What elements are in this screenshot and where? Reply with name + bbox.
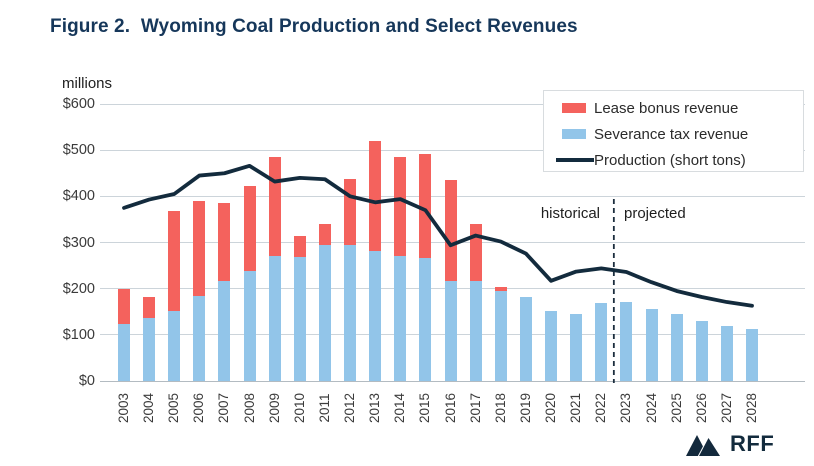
x-axis-tick-label-2011: 2011 [316,393,332,423]
bar-lease-bonus-2018 [494,287,507,291]
x-axis-tick-label-2015: 2015 [417,392,433,424]
x-axis-tick-label-2019: 2019 [517,392,533,424]
x-axis-tick-label-2024: 2024 [643,392,659,424]
annotation-projected: projected [624,205,686,222]
x-axis-tick-label-2007: 2007 [216,392,232,424]
bar-severance-2018 [494,290,507,381]
bar-severance-2020 [545,310,558,381]
x-axis-tick-label-2017: 2017 [467,392,483,424]
bar-severance-2004 [143,317,156,381]
bar-severance-2011 [318,245,331,381]
bar-lease-bonus-2008 [243,186,256,271]
bar-lease-bonus-2016 [444,180,457,282]
bar-severance-2013 [369,250,382,381]
bar-severance-2009 [268,256,281,381]
bar-lease-bonus-2010 [293,236,306,258]
legend-color-swatch [562,129,586,139]
bar-lease-bonus-2014 [394,157,407,257]
x-axis-tick-label-2021: 2021 [568,392,584,424]
bar-lease-bonus-2003 [118,288,130,325]
bar-severance-2008 [243,270,256,381]
x-axis-tick-label-2016: 2016 [442,392,458,424]
x-axis-tick-label-2014: 2014 [392,392,408,424]
figure-title: Figure 2. Wyoming Coal Production and Se… [50,16,578,37]
bar-lease-bonus-2009 [268,157,281,257]
x-axis-tick-label-2018: 2018 [492,392,508,424]
x-axis-tick-label-2027: 2027 [718,392,734,424]
x-axis-baseline [100,380,805,382]
gridline [100,103,805,105]
y-axis-tick-label: $600 [62,96,95,112]
x-axis-tick-label-2008: 2008 [241,392,257,424]
annotation-historical: historical [540,205,600,222]
legend-item-label: Severance tax revenue [594,125,749,143]
rff-logo: RFF [686,430,774,457]
x-axis-tick-label-2012: 2012 [342,392,358,424]
x-axis-tick-label-2005: 2005 [166,392,182,424]
bar-lease-bonus-2004 [143,296,156,318]
x-axis-tick-label-2003: 2003 [116,392,131,424]
x-axis-tick-label-2013: 2013 [367,392,383,424]
bar-severance-2003 [118,324,130,381]
legend-item: Production (short tons) [544,149,803,171]
bar-severance-2007 [218,281,231,381]
bar-severance-2015 [419,257,432,381]
legend-color-swatch [562,103,586,113]
x-axis-tick-label-2023: 2023 [618,392,634,424]
x-axis-tick-label-2022: 2022 [593,392,609,424]
bar-lease-bonus-2013 [369,140,382,251]
legend-item: Lease bonus revenue [544,97,803,119]
bar-severance-2005 [168,311,181,381]
bar-lease-bonus-2015 [419,153,432,258]
bar-severance-2010 [293,257,306,381]
bar-lease-bonus-2007 [218,203,231,282]
y-axis-tick-label: $100 [62,326,95,343]
gridline [100,149,805,151]
rff-logo-text: RFF [730,430,775,456]
x-axis-tick-label-2020: 2020 [543,392,559,424]
x-axis-tick-label-2004: 2004 [141,392,157,424]
x-axis-tick-label-2028: 2028 [744,392,759,424]
bar-severance-2017 [469,280,482,381]
bar-severance-2024 [645,309,658,381]
x-axis-tick-label-2025: 2025 [668,392,684,424]
bar-severance-2014 [394,256,407,381]
y-axis-tick-label: $0 [78,373,95,389]
chart-legend: Lease bonus revenue Severance tax revenue… [543,90,804,172]
bar-lease-bonus-2017 [469,224,482,281]
legend-item-label: Production (short tons) [594,151,746,169]
legend-item: Severance tax revenue [544,123,803,145]
y-axis-unit-label: millions [62,75,113,92]
bar-severance-2025 [670,314,683,381]
bar-severance-2028 [746,329,758,381]
legend-item-label: Lease bonus revenue [594,99,739,117]
y-axis-tick-label: $200 [62,280,95,297]
bar-lease-bonus-2011 [318,224,331,246]
bar-severance-2012 [344,245,357,381]
bar-severance-2016 [444,281,457,381]
x-axis-tick-label-2009: 2009 [266,392,282,424]
bar-severance-2027 [720,325,733,381]
x-axis-tick-label-2006: 2006 [191,392,207,424]
bar-severance-2006 [193,295,206,381]
bar-lease-bonus-2012 [344,179,357,246]
rff-mountain-icon [686,435,722,457]
x-axis-tick-label-2010: 2010 [291,392,307,424]
y-axis-tick-label: $400 [62,188,95,205]
bar-severance-2021 [570,313,583,381]
legend-line-swatch [556,158,594,162]
y-axis-tick-label: $300 [62,234,95,251]
bar-severance-2023 [620,301,633,381]
x-axis-tick-label-2026: 2026 [693,392,709,424]
bar-lease-bonus-2006 [193,200,206,296]
y-axis-tick-label: $500 [62,142,95,159]
bar-lease-bonus-2005 [168,211,181,312]
bar-severance-2022 [595,302,608,381]
bar-severance-2026 [695,320,708,381]
bar-severance-2019 [519,296,532,381]
